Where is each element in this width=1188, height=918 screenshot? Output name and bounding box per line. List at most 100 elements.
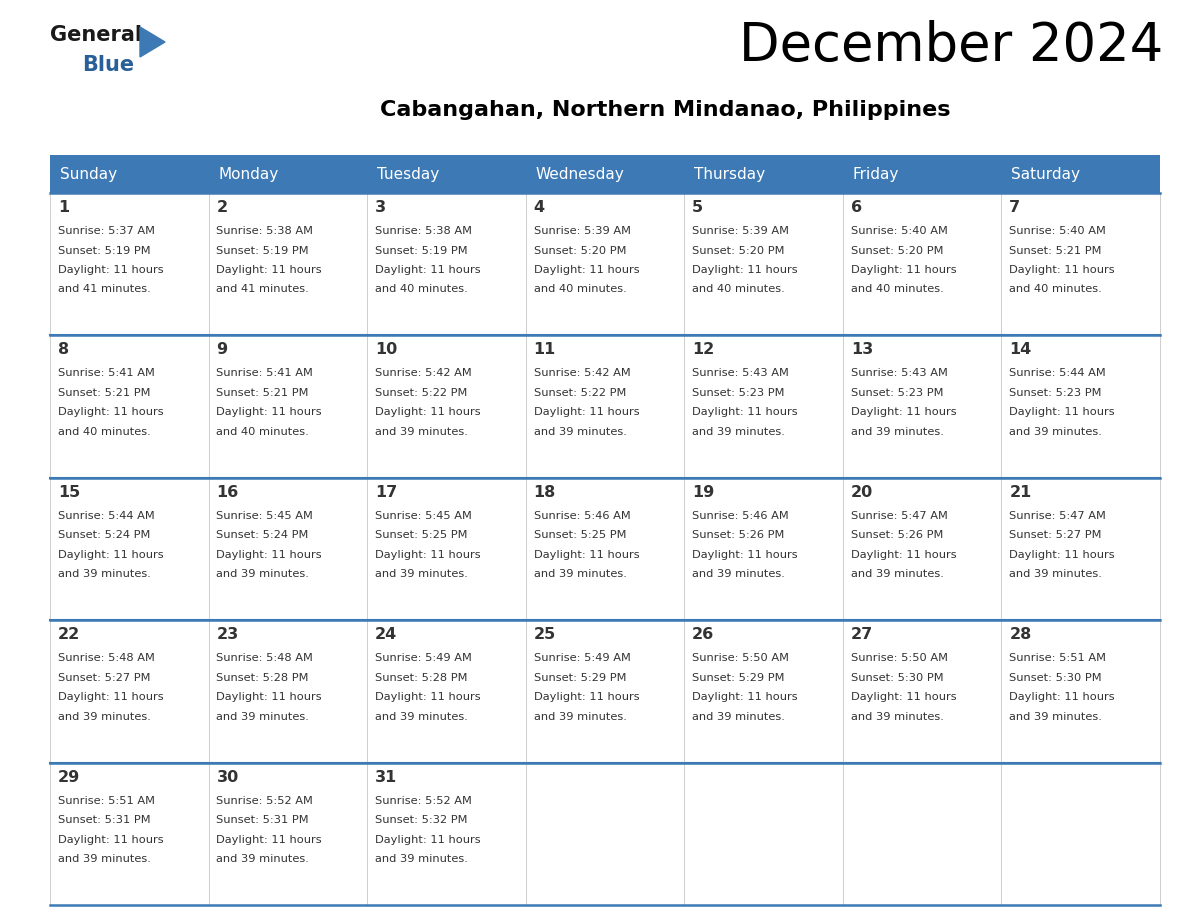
Bar (367, 155, 526, 193)
Text: Sunset: 5:31 PM: Sunset: 5:31 PM (58, 815, 151, 825)
Bar (1001, 193, 1159, 335)
Text: Daylight: 11 hours: Daylight: 11 hours (533, 550, 639, 560)
Text: and 39 minutes.: and 39 minutes. (375, 711, 468, 722)
Bar (526, 477, 684, 621)
Text: Sunset: 5:28 PM: Sunset: 5:28 PM (216, 673, 309, 683)
Text: Sunrise: 5:49 AM: Sunrise: 5:49 AM (375, 654, 472, 663)
Bar (50, 477, 209, 621)
Bar (367, 763, 526, 905)
Text: 5: 5 (693, 200, 703, 215)
Text: Sunrise: 5:41 AM: Sunrise: 5:41 AM (58, 368, 154, 378)
Text: Daylight: 11 hours: Daylight: 11 hours (216, 834, 322, 845)
Bar (209, 477, 367, 621)
Text: Daylight: 11 hours: Daylight: 11 hours (1010, 408, 1116, 418)
Text: 7: 7 (1010, 200, 1020, 215)
Text: 30: 30 (216, 769, 239, 785)
Text: 1: 1 (58, 200, 69, 215)
Text: Daylight: 11 hours: Daylight: 11 hours (851, 692, 956, 702)
Text: General: General (50, 25, 143, 45)
Text: Sunrise: 5:43 AM: Sunrise: 5:43 AM (693, 368, 789, 378)
Text: and 39 minutes.: and 39 minutes. (851, 569, 943, 579)
Text: Sunset: 5:26 PM: Sunset: 5:26 PM (693, 531, 784, 541)
Text: Sunrise: 5:48 AM: Sunrise: 5:48 AM (58, 654, 154, 663)
Text: 8: 8 (58, 342, 69, 357)
Text: 10: 10 (375, 342, 397, 357)
Text: Blue: Blue (82, 55, 134, 75)
Bar (209, 335, 367, 477)
Text: and 39 minutes.: and 39 minutes. (58, 569, 151, 579)
Text: Sunset: 5:22 PM: Sunset: 5:22 PM (533, 388, 626, 397)
Text: Sunset: 5:23 PM: Sunset: 5:23 PM (1010, 388, 1101, 397)
Text: and 41 minutes.: and 41 minutes. (216, 285, 309, 295)
Text: 2: 2 (216, 200, 228, 215)
Text: Sunset: 5:29 PM: Sunset: 5:29 PM (693, 673, 785, 683)
Text: Sunset: 5:22 PM: Sunset: 5:22 PM (375, 388, 467, 397)
Text: Sunset: 5:20 PM: Sunset: 5:20 PM (533, 245, 626, 255)
Text: and 40 minutes.: and 40 minutes. (533, 285, 626, 295)
Text: December 2024: December 2024 (739, 20, 1163, 72)
Text: and 39 minutes.: and 39 minutes. (1010, 427, 1102, 437)
Bar (684, 763, 842, 905)
Text: Sunrise: 5:50 AM: Sunrise: 5:50 AM (693, 654, 789, 663)
Text: Sunrise: 5:46 AM: Sunrise: 5:46 AM (693, 510, 789, 521)
Bar (842, 155, 1001, 193)
Text: Sunset: 5:23 PM: Sunset: 5:23 PM (693, 388, 785, 397)
Text: Daylight: 11 hours: Daylight: 11 hours (693, 265, 798, 275)
Text: Sunset: 5:27 PM: Sunset: 5:27 PM (1010, 531, 1101, 541)
Text: Daylight: 11 hours: Daylight: 11 hours (375, 834, 481, 845)
Text: Daylight: 11 hours: Daylight: 11 hours (693, 692, 798, 702)
Text: Sunrise: 5:45 AM: Sunrise: 5:45 AM (375, 510, 472, 521)
Bar (209, 621, 367, 763)
Text: Sunrise: 5:49 AM: Sunrise: 5:49 AM (533, 654, 631, 663)
Text: Sunset: 5:19 PM: Sunset: 5:19 PM (216, 245, 309, 255)
Text: Wednesday: Wednesday (536, 166, 624, 182)
Bar (209, 763, 367, 905)
Text: Sunrise: 5:44 AM: Sunrise: 5:44 AM (1010, 368, 1106, 378)
Bar (684, 193, 842, 335)
Text: 22: 22 (58, 627, 80, 643)
Text: 14: 14 (1010, 342, 1031, 357)
Text: and 39 minutes.: and 39 minutes. (216, 711, 309, 722)
Text: Daylight: 11 hours: Daylight: 11 hours (851, 265, 956, 275)
Text: 15: 15 (58, 485, 80, 499)
Text: Friday: Friday (852, 166, 899, 182)
Text: and 39 minutes.: and 39 minutes. (58, 711, 151, 722)
Text: Daylight: 11 hours: Daylight: 11 hours (375, 408, 481, 418)
Text: and 39 minutes.: and 39 minutes. (216, 854, 309, 864)
Text: Cabangahan, Northern Mindanao, Philippines: Cabangahan, Northern Mindanao, Philippin… (380, 100, 950, 120)
Text: Sunrise: 5:44 AM: Sunrise: 5:44 AM (58, 510, 154, 521)
Text: and 39 minutes.: and 39 minutes. (851, 711, 943, 722)
Text: Daylight: 11 hours: Daylight: 11 hours (58, 550, 164, 560)
Text: Daylight: 11 hours: Daylight: 11 hours (216, 550, 322, 560)
Text: 21: 21 (1010, 485, 1031, 499)
Text: Daylight: 11 hours: Daylight: 11 hours (216, 692, 322, 702)
Bar (50, 335, 209, 477)
Text: Sunday: Sunday (59, 166, 116, 182)
Bar (209, 155, 367, 193)
Text: Sunset: 5:21 PM: Sunset: 5:21 PM (1010, 245, 1101, 255)
Text: Sunrise: 5:40 AM: Sunrise: 5:40 AM (851, 226, 948, 236)
Text: and 41 minutes.: and 41 minutes. (58, 285, 151, 295)
Bar (684, 155, 842, 193)
Text: 31: 31 (375, 769, 397, 785)
Text: and 39 minutes.: and 39 minutes. (693, 569, 785, 579)
Text: Daylight: 11 hours: Daylight: 11 hours (1010, 692, 1116, 702)
Text: 20: 20 (851, 485, 873, 499)
Text: Sunrise: 5:41 AM: Sunrise: 5:41 AM (216, 368, 314, 378)
Bar (1001, 477, 1159, 621)
Text: 3: 3 (375, 200, 386, 215)
Text: Monday: Monday (219, 166, 278, 182)
Text: and 40 minutes.: and 40 minutes. (216, 427, 309, 437)
Text: and 39 minutes.: and 39 minutes. (533, 569, 626, 579)
Bar (526, 193, 684, 335)
Text: Sunrise: 5:43 AM: Sunrise: 5:43 AM (851, 368, 948, 378)
Text: 28: 28 (1010, 627, 1031, 643)
Bar (1001, 335, 1159, 477)
Bar (1001, 155, 1159, 193)
Text: Sunrise: 5:39 AM: Sunrise: 5:39 AM (533, 226, 631, 236)
Text: Daylight: 11 hours: Daylight: 11 hours (851, 408, 956, 418)
Text: Sunrise: 5:51 AM: Sunrise: 5:51 AM (1010, 654, 1106, 663)
Text: Sunset: 5:21 PM: Sunset: 5:21 PM (216, 388, 309, 397)
Text: and 39 minutes.: and 39 minutes. (375, 854, 468, 864)
Bar (50, 193, 209, 335)
